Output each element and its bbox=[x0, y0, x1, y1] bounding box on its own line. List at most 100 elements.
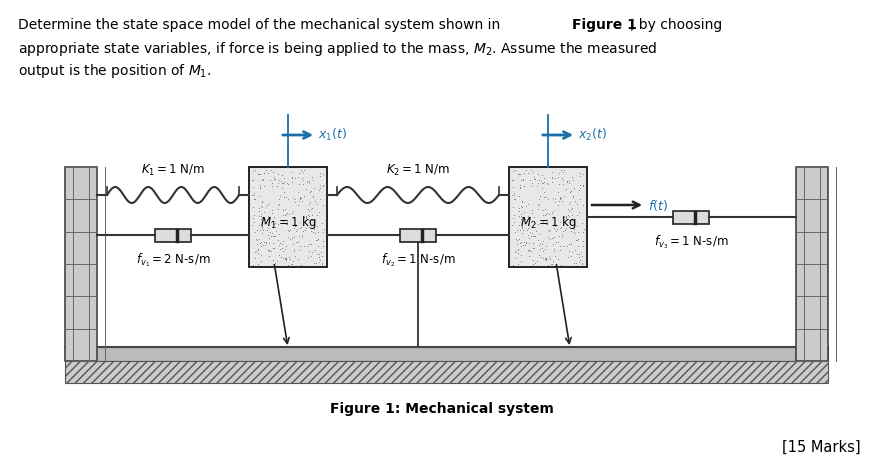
Point bbox=[511, 260, 525, 268]
Point bbox=[277, 188, 291, 196]
Point bbox=[562, 248, 576, 256]
Point bbox=[280, 221, 294, 228]
Point bbox=[252, 260, 266, 268]
Point bbox=[548, 253, 562, 260]
Point bbox=[532, 221, 546, 228]
Point bbox=[299, 225, 313, 232]
Point bbox=[261, 247, 275, 254]
Point bbox=[525, 183, 540, 190]
Point bbox=[252, 222, 266, 230]
Point bbox=[534, 254, 548, 261]
Point bbox=[573, 196, 587, 204]
Text: $f_{v_3} = 1$ N-s/m: $f_{v_3} = 1$ N-s/m bbox=[654, 232, 728, 250]
Point bbox=[297, 167, 311, 175]
Point bbox=[545, 260, 559, 268]
Point bbox=[261, 252, 275, 260]
Point bbox=[268, 228, 283, 236]
Point bbox=[553, 194, 567, 202]
Point bbox=[251, 247, 265, 255]
Point bbox=[555, 177, 570, 185]
Point bbox=[560, 179, 574, 187]
Point bbox=[576, 201, 590, 209]
Point bbox=[547, 248, 562, 255]
Point bbox=[564, 241, 578, 248]
Point bbox=[261, 248, 275, 255]
Point bbox=[536, 248, 550, 255]
Point bbox=[259, 167, 273, 175]
Point bbox=[547, 246, 561, 254]
Point bbox=[510, 227, 525, 234]
Point bbox=[536, 255, 550, 263]
Point bbox=[306, 174, 320, 181]
Point bbox=[533, 192, 547, 200]
Point bbox=[254, 177, 268, 185]
Point bbox=[560, 178, 574, 186]
Point bbox=[514, 203, 528, 210]
Point bbox=[544, 260, 558, 268]
Point bbox=[300, 178, 314, 186]
Point bbox=[517, 182, 532, 190]
Point bbox=[282, 210, 296, 218]
Point bbox=[274, 178, 288, 185]
Point bbox=[268, 233, 282, 241]
Text: Determine the state space model of the mechanical system shown in: Determine the state space model of the m… bbox=[18, 18, 504, 32]
Text: output is the position of $M_1$.: output is the position of $M_1$. bbox=[18, 62, 211, 80]
Point bbox=[559, 214, 573, 222]
Point bbox=[300, 179, 314, 187]
Point bbox=[516, 176, 530, 184]
Point bbox=[262, 235, 276, 242]
Point bbox=[286, 195, 300, 202]
Point bbox=[527, 233, 541, 241]
Point bbox=[255, 229, 269, 237]
Point bbox=[526, 233, 540, 240]
Point bbox=[513, 227, 527, 234]
Point bbox=[522, 252, 536, 260]
Point bbox=[260, 213, 275, 220]
Text: appropriate state variables, if force is being applied to the mass, $M_2$. Assum: appropriate state variables, if force is… bbox=[18, 40, 657, 58]
Point bbox=[565, 248, 579, 256]
Point bbox=[508, 195, 522, 203]
Point bbox=[547, 233, 561, 241]
Point bbox=[576, 243, 590, 250]
Point bbox=[511, 208, 525, 216]
Point bbox=[261, 231, 275, 239]
Point bbox=[293, 223, 307, 231]
Point bbox=[575, 220, 589, 228]
Point bbox=[265, 183, 279, 190]
Point bbox=[542, 256, 556, 264]
Point bbox=[246, 177, 260, 185]
Point bbox=[506, 203, 520, 211]
Text: $M_2 = 1$ kg: $M_2 = 1$ kg bbox=[520, 214, 577, 231]
Point bbox=[547, 258, 561, 266]
Point bbox=[276, 255, 291, 263]
Point bbox=[307, 259, 321, 267]
Point bbox=[525, 209, 539, 217]
Point bbox=[254, 243, 268, 250]
Point bbox=[307, 222, 321, 230]
Point bbox=[281, 261, 295, 269]
Text: $f(t)$: $f(t)$ bbox=[648, 198, 668, 213]
Point bbox=[248, 255, 262, 262]
Point bbox=[532, 196, 546, 204]
Point bbox=[276, 248, 291, 255]
Point bbox=[277, 193, 291, 201]
Point bbox=[288, 223, 302, 231]
Point bbox=[562, 241, 576, 248]
Point bbox=[251, 171, 265, 179]
Point bbox=[249, 235, 263, 243]
Point bbox=[255, 198, 269, 206]
Point bbox=[276, 178, 291, 186]
Point bbox=[570, 243, 585, 250]
Point bbox=[506, 215, 520, 222]
Point bbox=[310, 251, 324, 258]
Point bbox=[522, 239, 536, 247]
Point bbox=[279, 256, 293, 263]
Point bbox=[532, 242, 547, 249]
Point bbox=[300, 243, 314, 250]
Point bbox=[306, 219, 320, 227]
Point bbox=[545, 174, 559, 181]
Text: Figure 1: Mechanical system: Figure 1: Mechanical system bbox=[329, 401, 554, 415]
Point bbox=[565, 217, 579, 224]
Point bbox=[575, 253, 589, 261]
Point bbox=[542, 254, 556, 262]
